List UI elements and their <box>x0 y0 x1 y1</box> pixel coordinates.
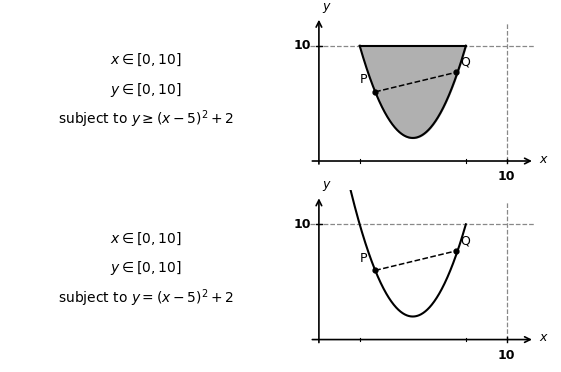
Text: Q: Q <box>461 56 471 69</box>
Text: $x \in [0, 10]$: $x \in [0, 10]$ <box>110 231 182 247</box>
Text: $y \in [0, 10]$: $y \in [0, 10]$ <box>110 259 182 277</box>
Text: 10: 10 <box>498 349 516 362</box>
Text: Q: Q <box>461 234 471 247</box>
Text: subject to $y \geq (x-5)^2 + 2$: subject to $y \geq (x-5)^2 + 2$ <box>58 108 234 130</box>
Text: 10: 10 <box>498 170 516 183</box>
Text: $y$: $y$ <box>321 1 332 15</box>
Text: P: P <box>360 73 367 86</box>
Text: subject to $y = (x-5)^2 + 2$: subject to $y = (x-5)^2 + 2$ <box>58 287 234 308</box>
Text: $x \in [0, 10]$: $x \in [0, 10]$ <box>110 52 182 68</box>
Text: $x$: $x$ <box>539 331 548 344</box>
Text: 10: 10 <box>294 39 311 52</box>
Text: $y \in [0, 10]$: $y \in [0, 10]$ <box>110 81 182 99</box>
Text: $x$: $x$ <box>539 153 548 166</box>
Text: $y$: $y$ <box>321 179 332 193</box>
Text: 10: 10 <box>294 218 311 231</box>
Text: P: P <box>360 251 367 264</box>
